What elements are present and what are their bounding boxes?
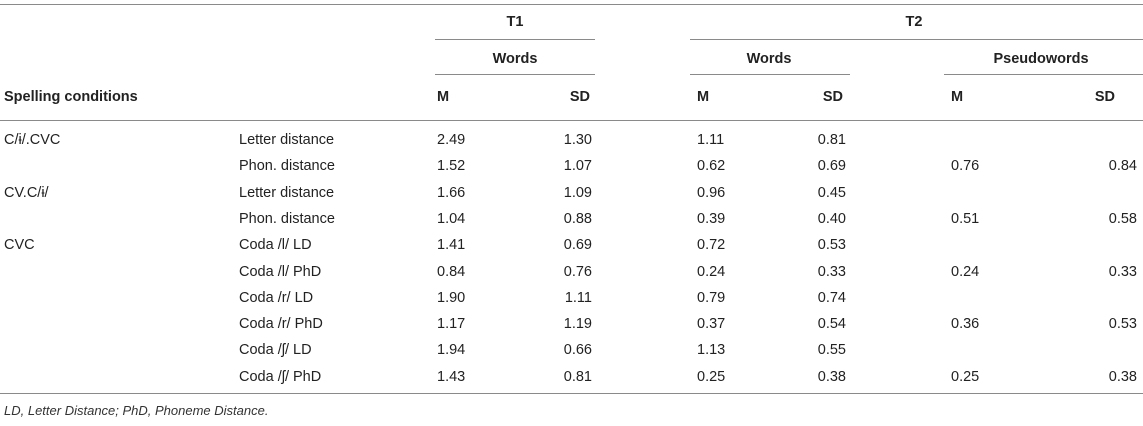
t2-pseudowords-rule [944, 74, 1143, 75]
cell-t2w-m: 0.72 [697, 237, 726, 253]
cell-measure: Coda /r/ PhD [239, 316, 323, 332]
cell-t1-m: 1.43 [437, 369, 466, 385]
stub-header: Spelling conditions [4, 89, 138, 105]
cell-t1-m: 1.90 [437, 290, 466, 306]
table-bottom-rule [0, 393, 1143, 394]
cell-t1-sd: 1.30 [563, 132, 592, 148]
cell-t1-sd: 1.07 [563, 158, 592, 174]
header-bottom-rule [0, 120, 1143, 121]
cell-measure: Coda /l/ LD [239, 237, 312, 253]
cell-t1-m: 1.04 [437, 211, 466, 227]
table-top-rule [0, 4, 1143, 5]
cell-measure: Phon. distance [239, 211, 335, 227]
cell-t2w-m: 0.96 [697, 185, 726, 201]
cell-t1-sd: 0.69 [563, 237, 592, 253]
cell-measure: Coda /r/ LD [239, 290, 314, 306]
col-header-t2w-m: M [697, 89, 710, 105]
cell-t1-m: 1.66 [437, 185, 466, 201]
cell-t2w-sd: 0.33 [817, 264, 846, 280]
cell-t1-m: 1.94 [437, 342, 466, 358]
cell-t2p-m: 0.76 [951, 158, 980, 174]
cell-t2w-sd: 0.81 [817, 132, 846, 148]
subgroup-header-t1-words: Words [492, 51, 538, 67]
cell-t2p-sd: 0.53 [1108, 316, 1137, 332]
cell-t2w-sd: 0.45 [817, 185, 846, 201]
cell-t1-sd: 1.19 [563, 316, 592, 332]
cell-t1-sd: 0.81 [563, 369, 592, 385]
subgroup-header-t2-words: Words [746, 51, 792, 67]
cell-t2w-sd: 0.40 [817, 211, 846, 227]
cell-condition: C/ɨ/.CVC [4, 132, 61, 148]
cell-t1-m: 0.84 [437, 264, 466, 280]
cell-measure: Phon. distance [239, 158, 335, 174]
cell-t1-m: 1.41 [437, 237, 466, 253]
cell-measure: Letter distance [239, 185, 335, 201]
cell-t1-m: 1.52 [437, 158, 466, 174]
cell-t2p-m: 0.25 [951, 369, 980, 385]
cell-t2p-sd: 0.33 [1108, 264, 1137, 280]
group-header-t2: T2 [905, 14, 923, 30]
cell-t1-sd: 1.09 [563, 185, 592, 201]
cell-t1-sd: 0.66 [563, 342, 592, 358]
cell-t2w-m: 0.37 [697, 316, 726, 332]
cell-t2w-sd: 0.69 [817, 158, 846, 174]
cell-t2w-m: 1.13 [697, 342, 726, 358]
cell-t1-sd: 0.76 [563, 264, 592, 280]
cell-condition: CV.C/ɨ/ [4, 185, 49, 201]
cell-t2w-m: 0.39 [697, 211, 726, 227]
t2-subgroup-rule [690, 39, 1143, 40]
col-header-t2p-sd: SD [1094, 89, 1115, 105]
cell-measure: Letter distance [239, 132, 335, 148]
t2-words-rule [690, 74, 850, 75]
cell-t2w-m: 0.25 [697, 369, 726, 385]
col-header-t2p-m: M [951, 89, 964, 105]
cell-t2w-sd: 0.74 [817, 290, 846, 306]
cell-t2p-sd: 0.84 [1108, 158, 1137, 174]
cell-t2w-m: 1.11 [697, 132, 725, 148]
cell-t2p-sd: 0.38 [1108, 369, 1137, 385]
cell-t2p-m: 0.51 [951, 211, 980, 227]
col-header-t1-m: M [437, 89, 450, 105]
cell-measure: Coda /l/ PhD [239, 264, 322, 280]
t1-words-rule [435, 74, 595, 75]
cell-t2w-m: 0.62 [697, 158, 726, 174]
cell-t2w-sd: 0.54 [817, 316, 846, 332]
cell-measure: Coda /ʃ/ PhD [239, 369, 322, 385]
cell-t2w-sd: 0.55 [817, 342, 846, 358]
cell-condition: CVC [4, 237, 35, 253]
cell-measure: Coda /ʃ/ LD [239, 342, 312, 358]
cell-t1-sd: 1.11 [564, 290, 592, 306]
cell-t1-m: 1.17 [437, 316, 466, 332]
cell-t2w-sd: 0.53 [817, 237, 846, 253]
subgroup-header-t2-pseudowords: Pseudowords [993, 51, 1089, 67]
cell-t1-m: 2.49 [437, 132, 466, 148]
cell-t2w-m: 0.79 [697, 290, 726, 306]
cell-t1-sd: 0.88 [563, 211, 592, 227]
cell-t2p-sd: 0.58 [1108, 211, 1137, 227]
group-header-t1: T1 [506, 14, 524, 30]
table-footnote: LD, Letter Distance; PhD, Phoneme Distan… [4, 403, 269, 418]
t1-subgroup-rule [435, 39, 595, 40]
cell-t2p-m: 0.24 [951, 264, 980, 280]
cell-t2p-m: 0.36 [951, 316, 980, 332]
cell-t2w-sd: 0.38 [817, 369, 846, 385]
col-header-t1-sd: SD [569, 89, 590, 105]
col-header-t2w-sd: SD [822, 89, 843, 105]
cell-t2w-m: 0.24 [697, 264, 726, 280]
